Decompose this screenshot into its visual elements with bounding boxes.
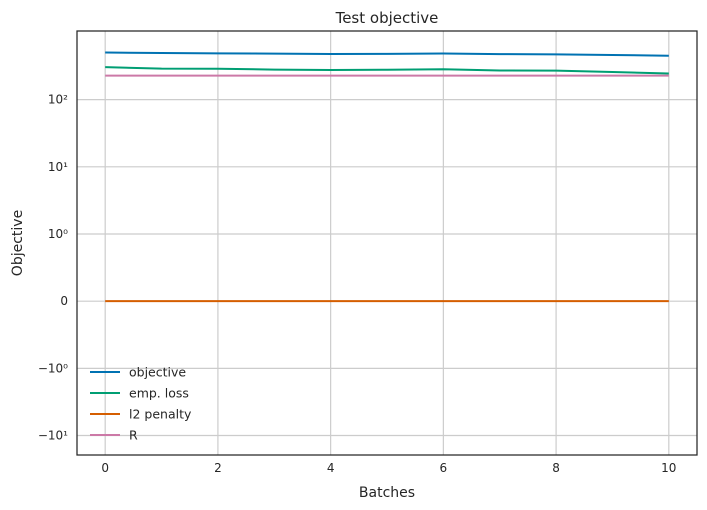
legend-label: l2 penalty — [129, 407, 192, 422]
chart-title: Test objective — [335, 9, 439, 27]
legend-label: objective — [129, 365, 186, 380]
y-tick-label: −10¹ — [38, 429, 68, 443]
x-axis-label: Batches — [359, 485, 415, 501]
legend-label: emp. loss — [129, 386, 189, 401]
series-line-objective — [105, 51, 669, 57]
legend: objective emp. loss l2 penalty R — [90, 365, 192, 443]
x-tick-label: 10 — [661, 461, 676, 475]
x-axis-ticks: 0 2 4 6 8 10 — [101, 461, 676, 475]
x-tick-label: 6 — [440, 461, 448, 475]
x-tick-label: 4 — [327, 461, 335, 475]
y-tick-label: 10² — [48, 93, 68, 107]
y-axis-ticks: −10¹ −10⁰ 0 10⁰ 10¹ 10² — [38, 93, 68, 443]
x-tick-label: 0 — [101, 461, 109, 475]
series-lines — [105, 51, 669, 303]
x-tick-label: 2 — [214, 461, 222, 475]
y-tick-label: 10¹ — [48, 160, 68, 174]
y-tick-label: 0 — [60, 294, 68, 308]
plot-frame — [76, 30, 698, 456]
y-axis-label: Objective — [10, 210, 26, 276]
y-tick-label: 10⁰ — [48, 227, 68, 241]
y-tick-label: −10⁰ — [38, 361, 68, 375]
series-line-emp-loss — [105, 66, 669, 75]
x-tick-label: 8 — [552, 461, 560, 475]
plot-background — [77, 31, 697, 455]
legend-label: R — [129, 428, 138, 443]
